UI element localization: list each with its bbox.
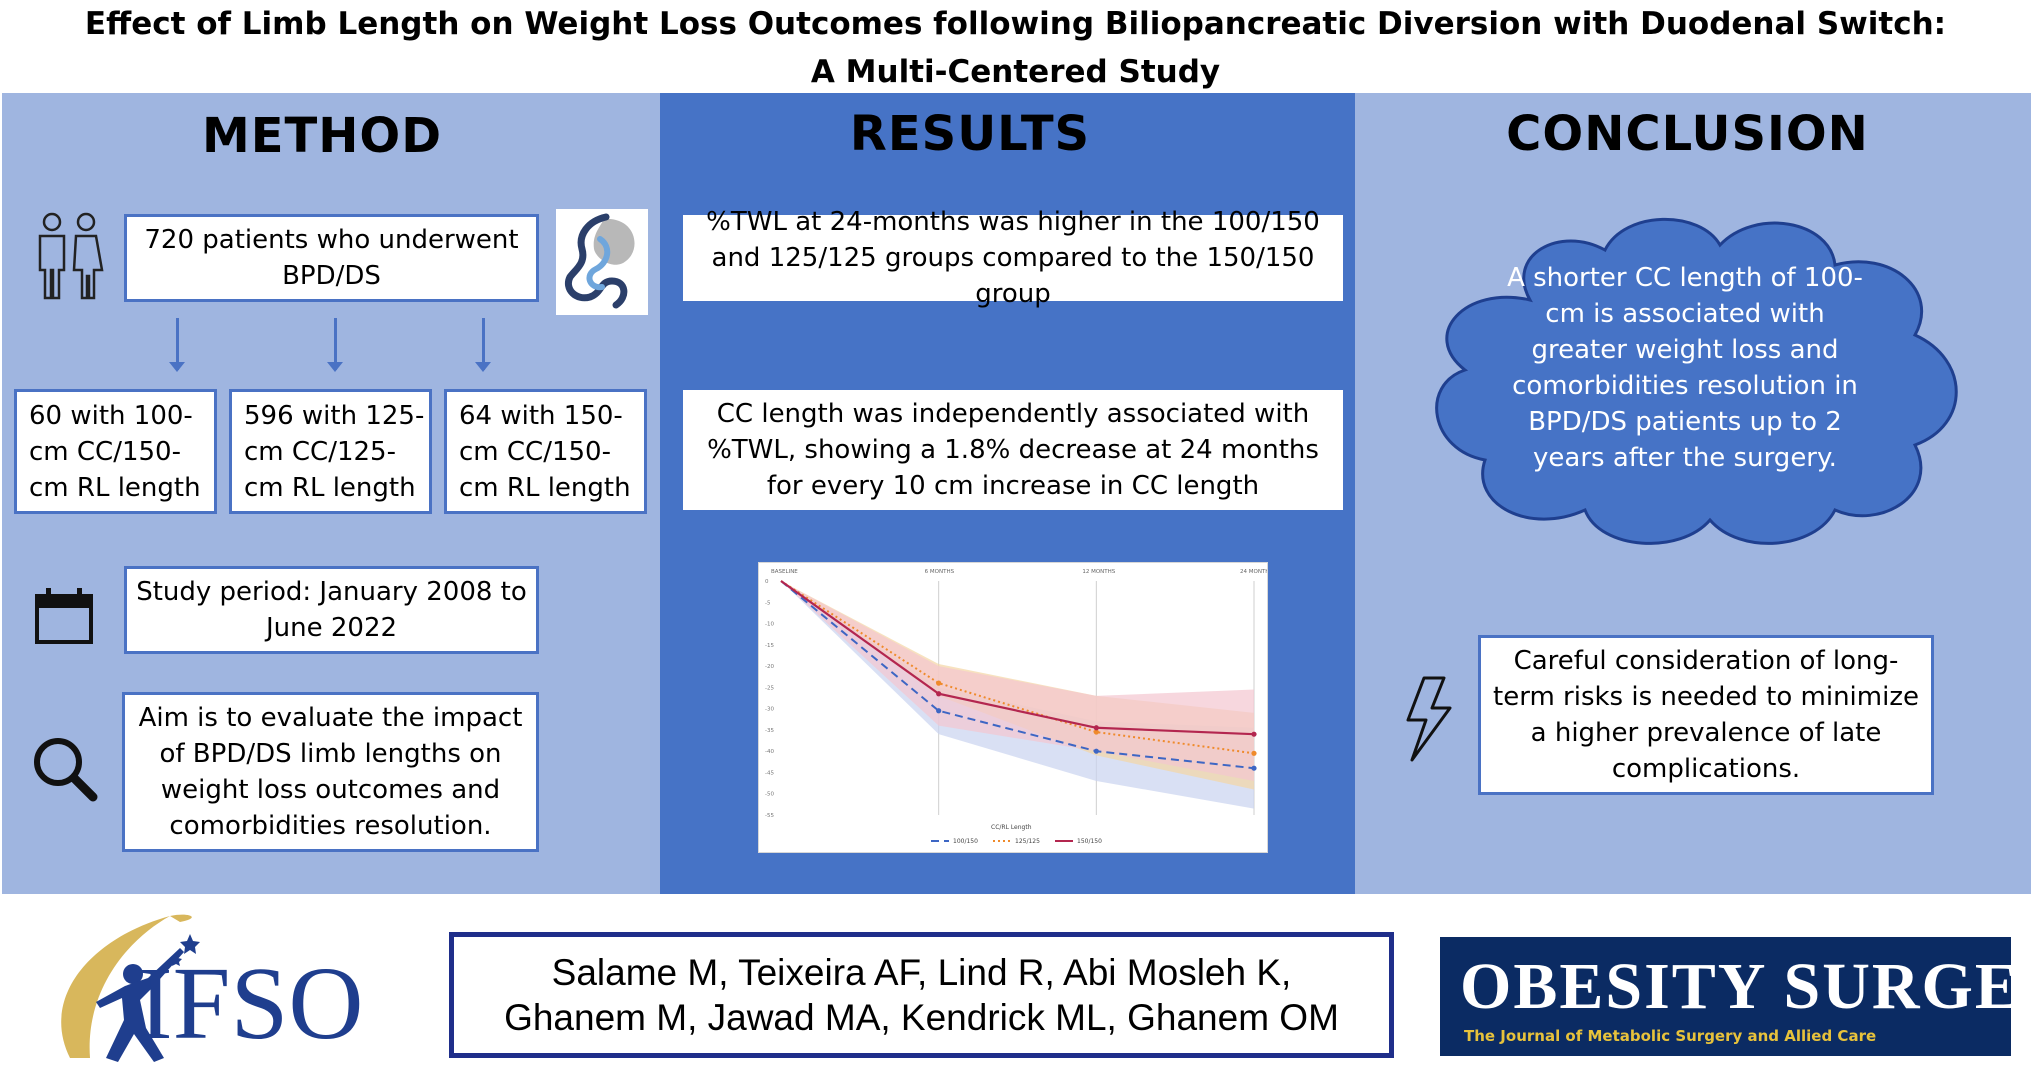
series-line-100-150 [780,580,1255,770]
poster-title: Effect of Limb Length on Weight Loss Out… [0,0,2031,96]
patients-box: 720 patients who underwent BPD/DS [124,214,539,302]
series-line-150-150 [780,580,1255,736]
intestine-icon [556,209,648,315]
calendar-icon [34,586,94,650]
arrow-group-3 [475,318,491,372]
group-box-150-150: 64 with 150-cm CC/150-cm RL length [444,389,647,514]
twl-chart-svg: BASELINE 6 MONTHS 12 MONTHS 24 MONTHS 0 -5 -10… [765,569,1273,845]
y-tick-label: -25 [765,685,774,691]
data-point [936,708,942,714]
ifso-logo: IFSO [30,908,410,1070]
y-tick-label: -35 [765,728,774,734]
y-tick-label: -45 [765,770,774,776]
series-line-125-125 [780,580,1255,755]
cloud-text: A shorter CC length of 100-cm is associa… [1507,263,1863,473]
finding-2-box: CC length was independently associated w… [683,390,1343,510]
people-icon [34,212,106,306]
group-box-125-125: 596 with 125-cm CC/125-cm RL length [229,389,432,514]
finding-1-box: %TWL at 24-months was higher in the 100/… [683,207,1343,309]
y-tick-label: -55 [765,813,774,819]
x-tick-label: 24 MONTHS [1240,569,1267,575]
y-tick-label: 0 [765,579,769,585]
legend-label: 150/150 [1077,838,1102,845]
y-tick-label: -50 [765,792,774,798]
y-tick-label: -40 [765,749,774,755]
data-point [1251,765,1257,771]
authors-line-1: Salame M, Teixeira AF, Lind R, Abi Mosle… [551,952,1292,993]
legend-title: CC/RL Length [991,824,1032,831]
twl-chart: BASELINE 6 MONTHS 12 MONTHS 24 MONTHS 0 -5 -10… [758,562,1273,853]
authors-line-2: Ghanem M, Jawad MA, Kendrick ML, Ghanem … [504,997,1339,1038]
arrow-group-2 [327,318,343,372]
conclusion-heading: CONCLUSION [1506,106,1869,162]
legend-label: 100/150 [953,838,978,845]
method-heading: METHOD [201,108,443,164]
aim-box: Aim is to evaluate the impact of BPD/DS … [122,692,539,852]
results-heading: RESULTS [849,106,1091,162]
ifso-wordmark: IFSO [138,946,364,1061]
risk-box: Careful consideration of long-term risks… [1478,635,1934,795]
data-point [1093,748,1099,754]
authors-box: Salame M, Teixeira AF, Lind R, Abi Mosle… [449,932,1394,1058]
journal-logo: OBESITY SURGERY The Journal of Metabolic… [1440,937,2031,1056]
journal-subtitle: The Journal of Metabolic Surgery and All… [1464,1027,1877,1045]
y-tick-label: -10 [765,622,774,628]
data-point [1251,731,1257,737]
y-tick-label: -20 [765,664,774,670]
lightning-icon [1404,676,1454,766]
x-tick-label: 12 MONTHS [1082,569,1115,575]
title-line-2: A Multi-Centered Study [810,54,1221,90]
data-point [936,680,942,686]
ci-band-150-150 [781,581,1254,781]
journal-name: OBESITY SURGERY [1460,950,2031,1023]
title-line-1: Effect of Limb Length on Weight Loss Out… [84,6,1947,42]
study-period-box: Study period: January 2008 to June 2022 [124,566,539,654]
x-tick-label: BASELINE [771,569,798,575]
legend-label: 125/125 [1015,838,1040,845]
y-tick-label: -15 [765,643,774,649]
data-point [1093,725,1099,731]
magnifier-icon [30,734,100,808]
data-point [936,691,942,697]
x-tick-label: 6 MONTHS [925,569,955,575]
conclusion-cloud: A shorter CC length of 100-cm is associa… [1410,210,1980,550]
group-box-100-150: 60 with 100-cm CC/150-cm RL length [14,389,217,514]
arrow-group-1 [169,318,185,372]
y-tick-label: -30 [765,707,774,713]
data-point [1251,750,1257,756]
y-tick-label: -5 [765,600,771,606]
data-point [1093,729,1099,735]
